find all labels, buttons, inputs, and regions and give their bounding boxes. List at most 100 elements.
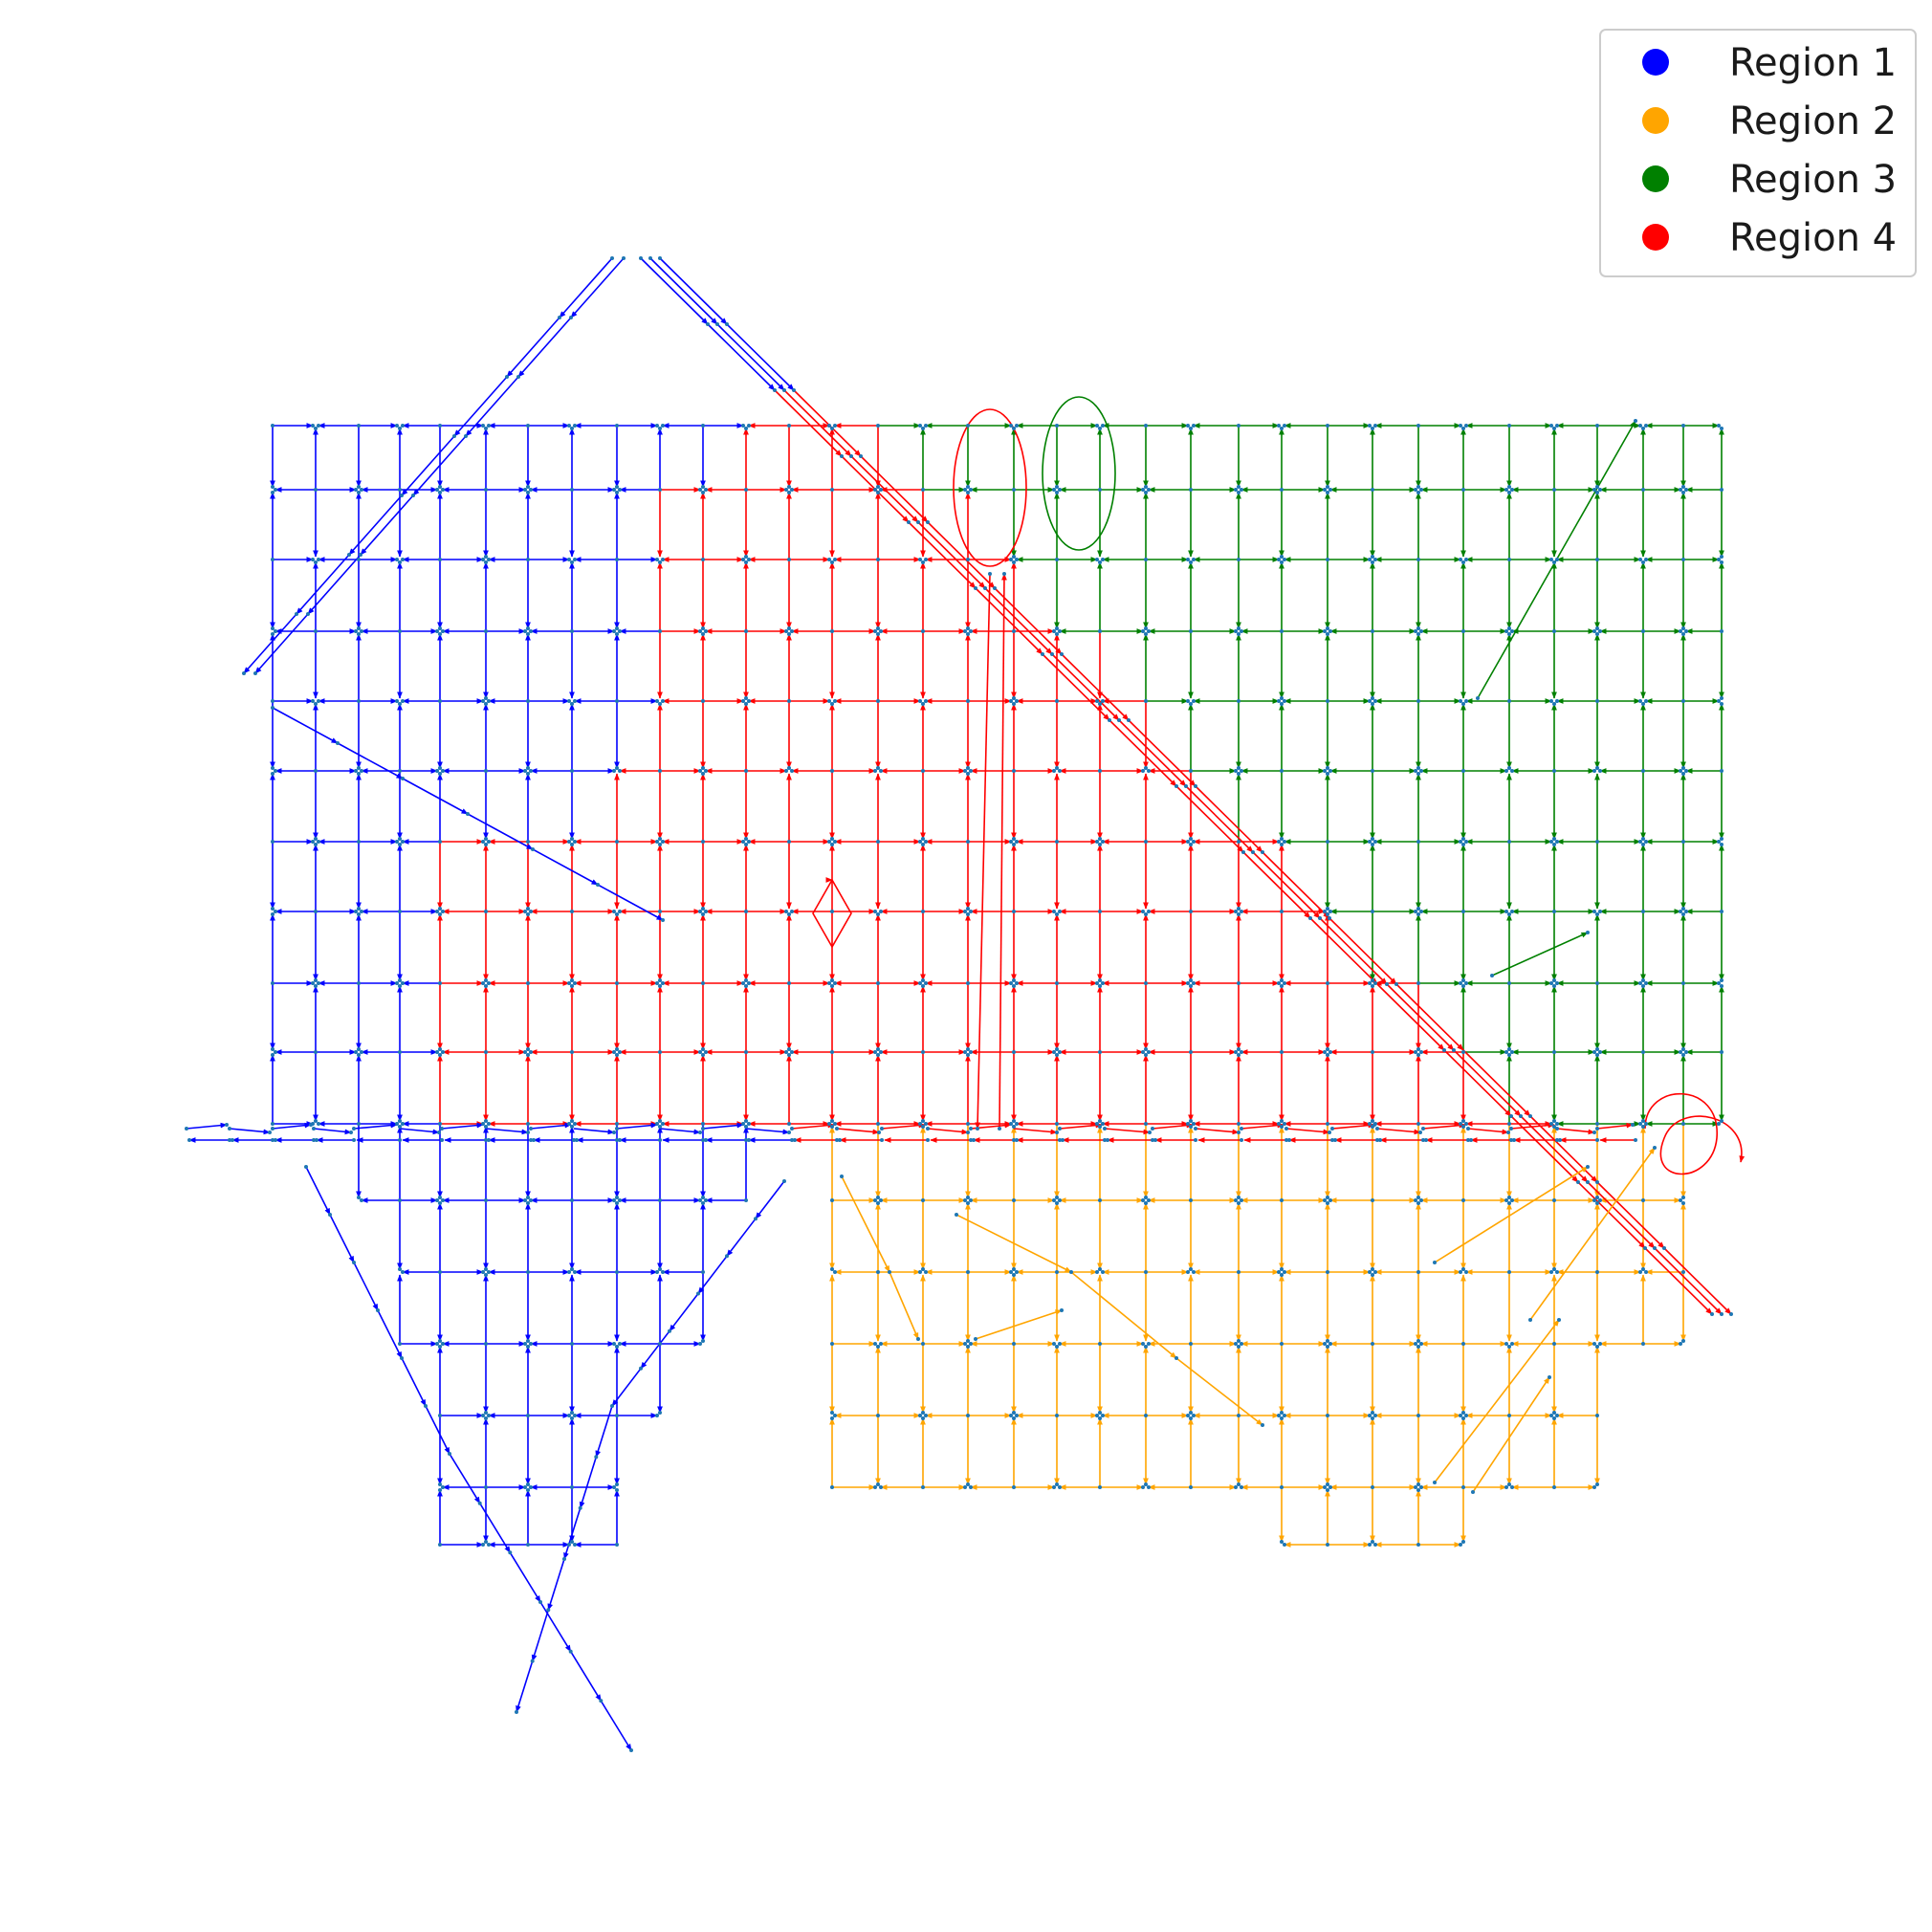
network-node xyxy=(658,427,662,430)
network-node xyxy=(1101,1122,1105,1126)
network-node xyxy=(311,424,315,428)
network-node xyxy=(658,629,662,633)
network-node xyxy=(317,558,320,561)
network-node xyxy=(274,629,277,633)
network-node xyxy=(401,558,405,561)
network-node xyxy=(328,1213,332,1217)
network-node xyxy=(1373,840,1377,844)
network-node xyxy=(924,558,928,561)
network-node xyxy=(532,1138,536,1142)
network-node xyxy=(567,840,571,844)
region-3-loop xyxy=(1042,396,1116,551)
network-node xyxy=(658,978,662,982)
network-node xyxy=(1595,840,1599,844)
network-node xyxy=(1373,558,1377,561)
network-node xyxy=(969,1198,973,1202)
southwest-diagonal-edge xyxy=(539,1601,572,1653)
network-node xyxy=(976,1127,979,1131)
network-node xyxy=(435,1198,439,1202)
network-node xyxy=(1234,1485,1238,1489)
network-node xyxy=(830,978,834,982)
network-node xyxy=(1175,1356,1178,1360)
network-node xyxy=(921,978,925,982)
network-node xyxy=(575,1138,579,1142)
network-node xyxy=(1012,1138,1016,1142)
network-node xyxy=(618,1198,622,1202)
diagonal-avenue-edge xyxy=(1644,1247,1713,1315)
network-node xyxy=(1283,981,1286,985)
network-node xyxy=(701,981,705,985)
network-node xyxy=(658,837,662,841)
network-node xyxy=(1095,1270,1099,1274)
network-node xyxy=(1189,1416,1193,1420)
network-node xyxy=(1240,1127,1243,1131)
network-node xyxy=(570,1125,574,1129)
region-2-curved-road xyxy=(889,1271,919,1340)
diagonal-avenue-edge xyxy=(927,521,996,589)
network-node xyxy=(1144,485,1148,489)
network-node xyxy=(701,1138,705,1142)
southwest-diagonal-edge xyxy=(755,1180,785,1219)
network-node xyxy=(1641,702,1645,706)
network-node xyxy=(926,520,930,524)
network-node xyxy=(1461,978,1465,982)
network-node xyxy=(529,629,533,633)
network-node xyxy=(546,1608,551,1613)
network-node xyxy=(570,560,574,564)
network-node xyxy=(876,632,880,636)
network-node xyxy=(484,1485,488,1489)
network-node xyxy=(1328,1198,1332,1202)
network-node xyxy=(1186,1122,1190,1126)
network-node xyxy=(1052,1485,1056,1489)
network-node xyxy=(438,1339,442,1343)
network-node xyxy=(1419,629,1423,633)
network-node xyxy=(1175,784,1178,788)
network-node xyxy=(401,981,405,985)
network-node xyxy=(615,632,619,636)
network-node xyxy=(484,984,488,988)
network-node xyxy=(314,1050,318,1054)
diagonal-avenue-edge xyxy=(1262,851,1330,919)
network-node xyxy=(1095,981,1099,985)
network-node xyxy=(487,1543,491,1547)
network-node xyxy=(1192,1414,1196,1417)
network-node xyxy=(317,699,320,703)
network-node xyxy=(830,1411,834,1415)
network-node xyxy=(311,558,315,561)
network-node xyxy=(615,1270,619,1274)
network-node xyxy=(1106,1138,1109,1142)
network-node xyxy=(1720,1312,1723,1316)
network-node xyxy=(963,1050,967,1054)
network-node xyxy=(1147,1198,1151,1202)
network-node xyxy=(441,1485,445,1489)
network-node xyxy=(1144,1196,1148,1199)
network-node xyxy=(1009,558,1013,561)
network-node xyxy=(1507,1482,1511,1486)
network-node xyxy=(228,1127,231,1131)
network-node xyxy=(787,424,791,428)
network-node xyxy=(1012,427,1016,430)
network-node xyxy=(1720,696,1723,700)
network-node xyxy=(1326,424,1329,428)
diagonal-avenue-edge xyxy=(994,587,1063,655)
network-node xyxy=(1684,910,1688,913)
network-node xyxy=(1595,1270,1599,1274)
network-node xyxy=(1098,910,1102,913)
network-node xyxy=(701,632,705,636)
network-node xyxy=(966,1339,970,1343)
network-node xyxy=(1055,1201,1059,1205)
network-node xyxy=(526,1543,530,1547)
network-node xyxy=(1280,1050,1284,1054)
network-node xyxy=(787,626,791,630)
network-node xyxy=(1373,1270,1377,1274)
network-node xyxy=(314,843,318,846)
network-node xyxy=(1459,981,1462,985)
network-node xyxy=(1326,1201,1329,1205)
network-node xyxy=(715,322,719,326)
network-node xyxy=(1237,632,1240,636)
southwest-diagonal-edge xyxy=(595,1405,613,1458)
network-node xyxy=(916,520,920,524)
network-node xyxy=(1194,1127,1197,1131)
diagonal-avenue-edge xyxy=(726,323,795,391)
network-node xyxy=(481,424,485,428)
